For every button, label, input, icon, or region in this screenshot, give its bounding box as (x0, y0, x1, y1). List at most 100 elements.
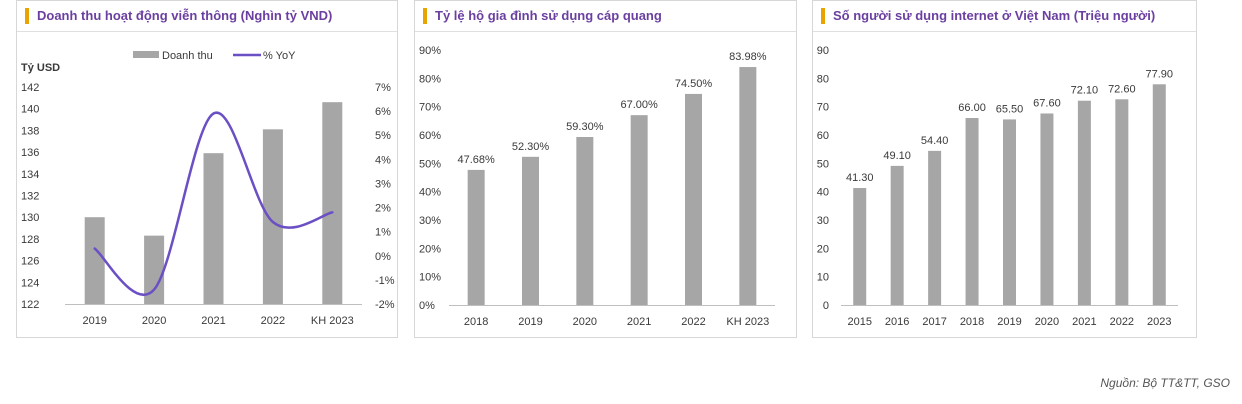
x-tick-label: 2017 (922, 316, 946, 328)
panel-header: Tỷ lệ hộ gia đình sử dụng cáp quang (415, 1, 796, 32)
x-tick-label: 2020 (1035, 316, 1059, 328)
data-label: 49.10 (883, 150, 911, 162)
y-tick-label: 70% (419, 102, 441, 114)
fiber-households-chart: 0% 10% 20% 30% 40% 50% 60% 70% 80% 90% 47.68% 2018 5… (419, 45, 775, 328)
y2-tick-label: 7% (375, 82, 391, 94)
y2-tick-label: 4% (375, 154, 391, 166)
bar (928, 150, 942, 305)
x-tick-label: KH 2023 (311, 315, 354, 327)
source-note: Nguồn: Bộ TT&TT, GSO (1100, 376, 1230, 390)
x-tick-label: 2018 (464, 316, 488, 328)
y-tick-label: 134 (21, 169, 39, 181)
y-tick-label: 60% (419, 130, 441, 142)
bar (890, 165, 904, 305)
bar (1040, 113, 1054, 305)
y-tick-label: 126 (21, 256, 39, 268)
bar (1003, 119, 1016, 306)
y-tick-label: 80 (817, 73, 829, 85)
y2-tick-label: 3% (375, 178, 391, 190)
title-accent-bar (821, 8, 825, 24)
bar (467, 169, 485, 305)
legend-swatch-bar (133, 51, 159, 58)
x-tick-label: 2019 (82, 315, 106, 327)
bar (739, 67, 757, 305)
data-label: 47.68% (458, 154, 496, 166)
data-label: 83.98% (729, 51, 767, 63)
y-tick-label: 0% (419, 300, 435, 312)
x-tick-label: 2023 (1147, 316, 1171, 328)
bar (1152, 84, 1166, 306)
y-tick-label: 132 (21, 191, 39, 203)
x-tick-label: 2022 (681, 316, 705, 328)
data-label: 67.60 (1033, 97, 1061, 109)
y2-tick-label: 0% (375, 251, 391, 263)
telecom-revenue-chart: 122 124 126 128 130 132 134 136 138 140 142 2019 202… (21, 50, 395, 327)
y-tick-label: 30% (419, 215, 441, 227)
x-tick-label: 2019 (518, 316, 542, 328)
x-tick-label: 2022 (1110, 316, 1134, 328)
y2-tick-label: -2% (375, 299, 395, 311)
y-tick-label: 20% (419, 243, 441, 255)
chart-panel-internet-users: Số người sử dụng internet ở Việt Nam (Tr… (812, 0, 1197, 338)
bar (853, 187, 867, 305)
legend-label: Doanh thu (162, 50, 213, 62)
bar (84, 217, 105, 304)
x-tick-label: 2021 (201, 315, 225, 327)
bar (144, 235, 165, 304)
bar (576, 136, 594, 305)
y-tick-label: 128 (21, 234, 39, 246)
data-label: 66.00 (958, 102, 986, 114)
bar (1077, 100, 1091, 305)
y-tick-label: 40 (817, 187, 829, 199)
x-tick-label: 2021 (1072, 316, 1096, 328)
data-label: 41.30 (846, 172, 874, 184)
y-tick-label: 122 (21, 299, 39, 311)
y-tick-label: 130 (21, 212, 39, 224)
bar (262, 129, 283, 304)
data-label: 77.90 (1146, 68, 1174, 80)
y-tick-label: 20 (817, 243, 829, 255)
data-label: 72.60 (1108, 83, 1136, 95)
y-tick-label: 90 (817, 45, 829, 57)
y-tick-label: 50% (419, 158, 441, 170)
y-tick-label: 70 (817, 102, 829, 114)
bar (203, 153, 224, 304)
yoy-line (93, 111, 334, 296)
y-tick-label: 0 (823, 300, 829, 312)
y-tick-label: 142 (21, 82, 39, 94)
y-tick-label: 40% (419, 187, 441, 199)
legend-label: % YoY (263, 50, 296, 62)
chart-panel-fiber-households: Tỷ lệ hộ gia đình sử dụng cáp quang 0% 10… (414, 0, 797, 338)
title-accent-bar (423, 8, 427, 24)
y-tick-label: 30 (817, 215, 829, 227)
y-tick-label: 60 (817, 130, 829, 142)
data-label: 54.40 (921, 135, 949, 147)
y-tick-label: 90% (419, 45, 441, 57)
data-label: 67.00% (621, 99, 659, 111)
bar (965, 118, 979, 305)
bar (322, 102, 343, 304)
x-tick-label: 2016 (885, 316, 909, 328)
data-label: 59.30% (566, 121, 604, 133)
y-tick-label: 10 (817, 272, 829, 284)
x-tick-label: KH 2023 (726, 316, 769, 328)
x-tick-label: 2021 (627, 316, 651, 328)
y-tick-label: 140 (21, 104, 39, 116)
data-label: 74.50% (675, 78, 713, 90)
y-tick-label: 50 (817, 158, 829, 170)
x-tick-label: 2020 (142, 315, 166, 327)
chart-panel-telecom-revenue: Doanh thu hoạt động viễn thông (Nghìn tỷ… (16, 0, 398, 338)
x-tick-label: 2015 (847, 316, 871, 328)
bar (685, 93, 702, 305)
bar (630, 115, 648, 306)
data-label: 72.10 (1071, 85, 1099, 97)
y-tick-label: 10% (419, 272, 441, 284)
y-tick-label: 80% (419, 73, 441, 85)
panel-header: Doanh thu hoạt động viễn thông (Nghìn tỷ… (17, 1, 397, 32)
y-axis-label: Tỷ USD (21, 62, 60, 74)
panel-header: Số người sử dụng internet ở Việt Nam (Tr… (813, 1, 1196, 32)
chart-title: Số người sử dụng internet ở Việt Nam (Tr… (833, 8, 1156, 23)
x-tick-label: 2020 (573, 316, 597, 328)
y2-tick-label: 2% (375, 203, 391, 215)
data-label: 52.30% (512, 141, 550, 153)
